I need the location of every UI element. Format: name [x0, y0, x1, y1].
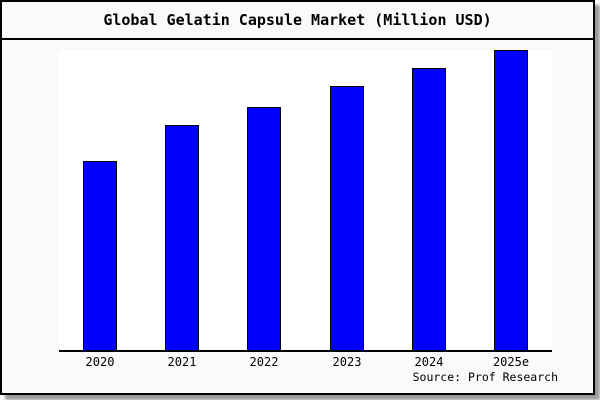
bar-2024: [412, 68, 446, 350]
x-tick-label-2021: 2021: [167, 355, 197, 369]
source-note: Source: Prof Research: [412, 370, 558, 384]
chart-panel: Global Gelatin Capsule Market (Million U…: [0, 0, 595, 395]
bar-2022: [247, 107, 281, 350]
x-tick-label-2020: 2020: [85, 355, 115, 369]
bar-2025e: [494, 50, 528, 350]
bar-2020: [83, 161, 117, 350]
x-tick-label-2022: 2022: [249, 355, 279, 369]
x-axis-labels: 2020 2021 2022 2023 2024 2025e: [59, 355, 552, 370]
chart-title: Global Gelatin Capsule Market (Million U…: [103, 11, 492, 29]
x-tick-label-2023: 2023: [332, 355, 362, 369]
plot-area: [59, 50, 552, 352]
bar-2023: [330, 86, 364, 350]
title-bar: Global Gelatin Capsule Market (Million U…: [2, 2, 593, 40]
bar-2021: [165, 125, 199, 350]
x-tick-label-2024: 2024: [414, 355, 444, 369]
x-tick-label-2025e: 2025e: [492, 355, 530, 369]
